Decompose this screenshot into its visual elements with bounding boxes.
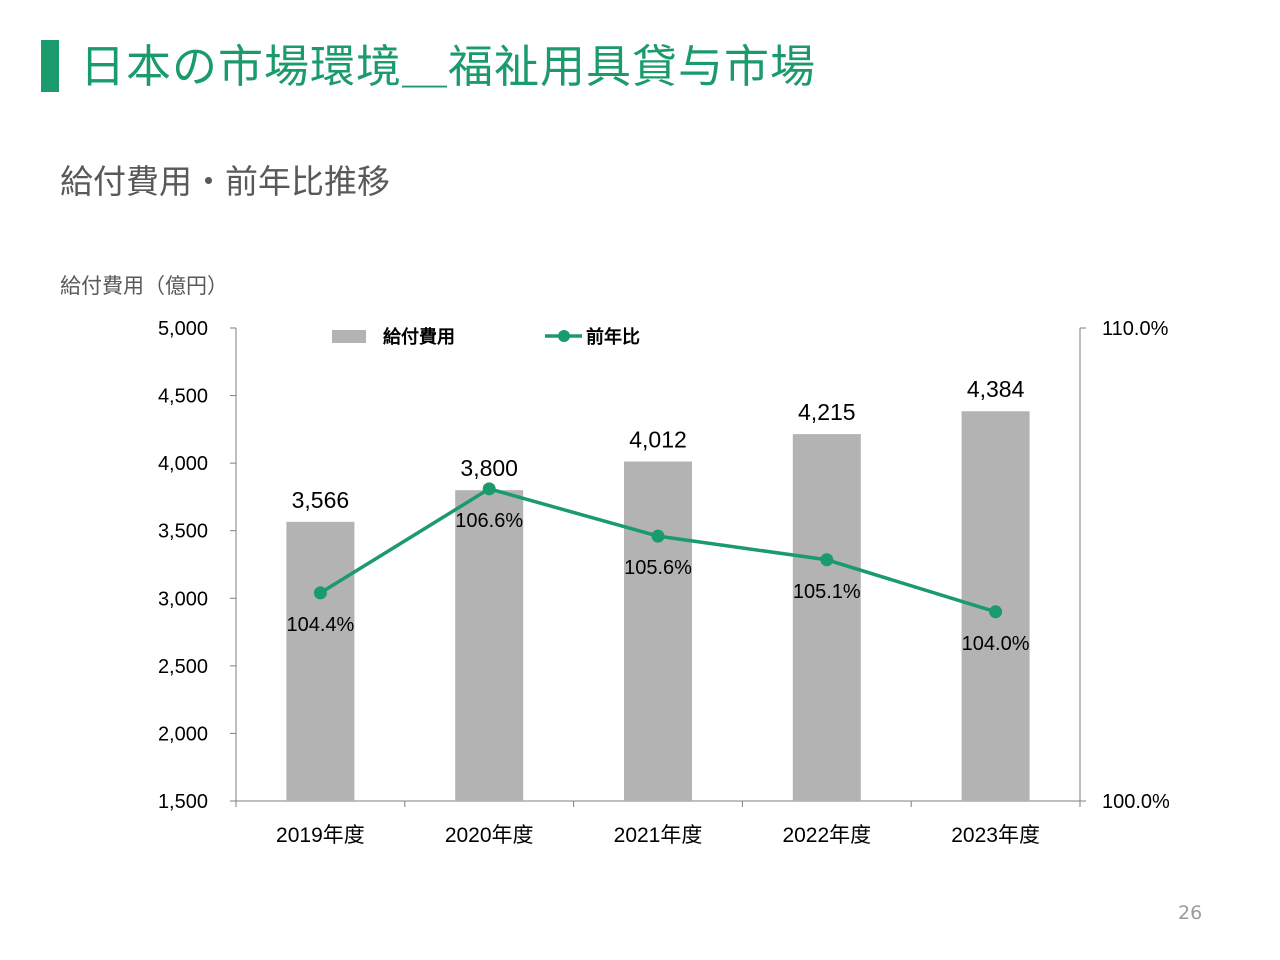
y-axis-unit-label: 給付費用（億円） — [60, 274, 228, 298]
y-left-tick-label: 4,000 — [158, 453, 208, 475]
y-left-tick-label: 1,500 — [158, 791, 208, 813]
x-tick-label: 2021年度 — [614, 824, 703, 847]
y-left-tick-label: 2,500 — [158, 656, 208, 678]
bar — [286, 521, 355, 801]
x-tick-label: 2019年度 — [276, 824, 365, 847]
line-value-label: 104.4% — [286, 614, 354, 636]
page-subtitle: 給付費用・前年比推移 — [60, 162, 390, 201]
bar-value-label: 3,566 — [292, 487, 350, 513]
y-right-tick-label: 110.0% — [1102, 318, 1169, 340]
line-point — [989, 605, 1003, 619]
title-accent-bar — [41, 40, 59, 92]
line-value-label: 105.1% — [793, 581, 861, 603]
legend-bar-swatch — [332, 330, 366, 343]
line-point — [820, 553, 834, 567]
bar-value-label: 3,800 — [460, 455, 518, 481]
x-tick-label: 2022年度 — [782, 824, 871, 847]
x-tick-label: 2020年度 — [445, 824, 534, 847]
bar-value-label: 4,215 — [798, 399, 856, 425]
line-value-label: 105.6% — [624, 557, 692, 579]
y-left-tick-label: 2,000 — [158, 723, 208, 745]
bar — [792, 434, 861, 801]
bar-value-label: 4,384 — [967, 376, 1025, 402]
x-tick-label: 2023年度 — [951, 824, 1040, 847]
line-value-label: 104.0% — [962, 633, 1030, 655]
y-left-tick-label: 4,500 — [158, 386, 208, 408]
line-point — [651, 529, 665, 543]
legend-bar-label: 給付費用 — [383, 326, 455, 347]
line-point — [313, 586, 327, 600]
bar-value-label: 4,012 — [629, 427, 687, 453]
y-left-tick-label: 5,000 — [158, 318, 208, 340]
bar — [455, 490, 524, 801]
page-number: 26 — [1178, 902, 1203, 924]
legend-line-marker — [558, 330, 570, 342]
legend-line-label: 前年比 — [586, 326, 640, 347]
bar — [624, 461, 692, 801]
line-value-label: 106.6% — [455, 510, 523, 532]
line-point — [482, 482, 496, 496]
page-title: 日本の市場環境＿福祉用具貸与市場 — [80, 40, 817, 93]
y-left-tick-label: 3,500 — [158, 521, 208, 543]
y-left-tick-label: 3,000 — [158, 588, 208, 610]
y-right-tick-label: 100.0% — [1102, 791, 1170, 813]
